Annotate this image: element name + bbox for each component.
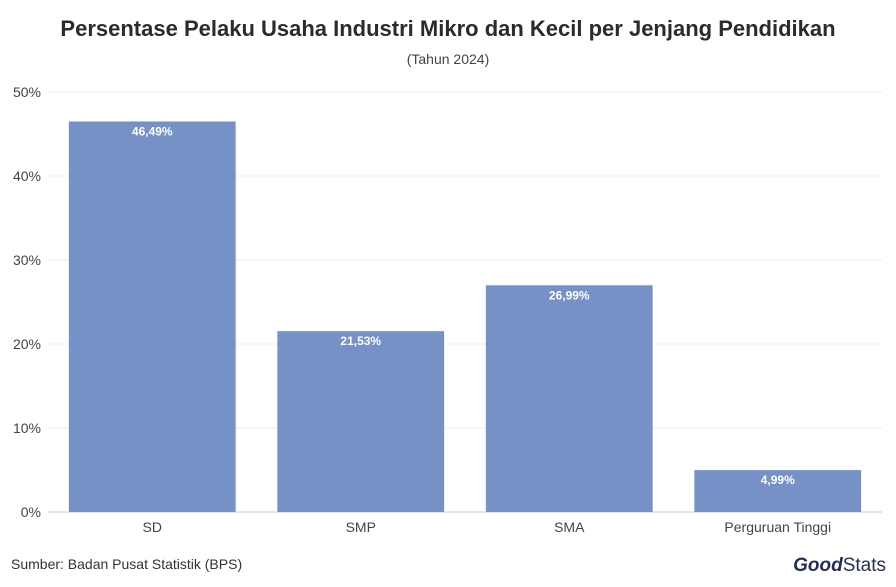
source-note: Sumber: Badan Pusat Statistik (BPS) xyxy=(11,556,243,572)
x-tick-label: Perguruan Tinggi xyxy=(724,519,831,535)
bar xyxy=(68,121,236,512)
x-tick-label: SMP xyxy=(346,519,376,535)
logo-good: Good xyxy=(793,555,843,576)
data-label: 26,99% xyxy=(549,288,590,302)
y-tick-label: 50% xyxy=(13,84,41,100)
x-tick-label: SD xyxy=(143,519,162,535)
y-tick-label: 20% xyxy=(13,336,41,352)
x-tick-label: SMA xyxy=(554,519,585,535)
bar xyxy=(485,285,653,512)
y-tick-label: 0% xyxy=(21,504,41,520)
y-tick-label: 30% xyxy=(13,252,41,268)
data-label: 21,53% xyxy=(340,334,381,348)
data-label: 46,49% xyxy=(132,124,173,138)
y-tick-label: 40% xyxy=(13,168,41,184)
bar xyxy=(694,470,862,512)
chart-title: Persentase Pelaku Usaha Industri Mikro d… xyxy=(60,16,836,41)
goodstats-logo: GoodStats xyxy=(793,555,886,577)
chart-subtitle: (Tahun 2024) xyxy=(406,51,490,67)
data-label: 4,99% xyxy=(761,473,795,487)
y-tick-label: 10% xyxy=(13,420,41,436)
bar xyxy=(277,331,445,512)
logo-stats: Stats xyxy=(842,555,886,576)
